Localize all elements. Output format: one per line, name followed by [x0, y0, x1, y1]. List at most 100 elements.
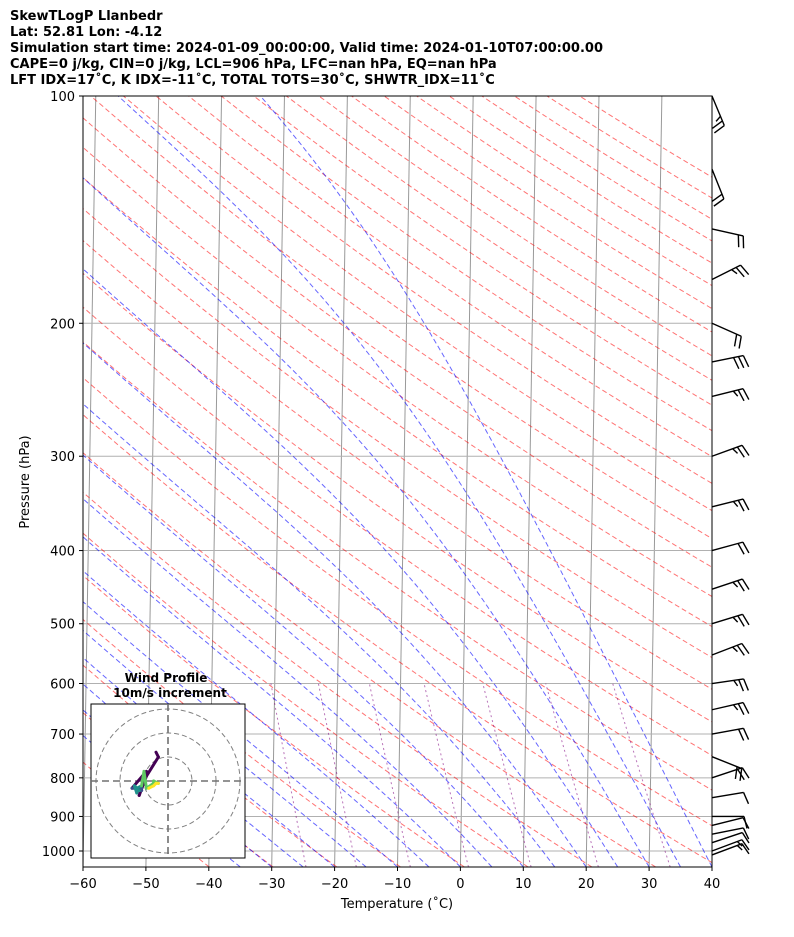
moist-adiabat	[83, 629, 367, 867]
wind-barb-950	[711, 827, 750, 840]
barb-feather	[732, 704, 739, 711]
isotherm	[585, 96, 600, 867]
ytick-label-600: 600	[50, 678, 75, 693]
xtick-label--20: −20	[321, 877, 348, 892]
wind-barb-1000	[711, 839, 750, 852]
moist-adiabat	[83, 177, 650, 867]
dry-adiabat	[83, 413, 712, 864]
moist-adiabat	[83, 498, 493, 867]
barb-shaft	[711, 642, 743, 656]
barb-shaft	[711, 678, 744, 685]
dry-adiabat	[448, 96, 712, 264]
barb-shaft	[711, 354, 744, 363]
mixing-ratio-line	[423, 683, 469, 867]
hodograph-segment	[142, 769, 148, 790]
moist-adiabat	[83, 601, 398, 867]
barb-shaft	[711, 168, 725, 200]
barb-feather	[733, 334, 738, 347]
wind-barb-700	[711, 727, 750, 741]
isotherm	[83, 96, 97, 867]
dry-adiabat	[253, 96, 712, 406]
isotherm	[271, 96, 285, 867]
barb-shaft	[711, 264, 741, 281]
ytick-label-300: 300	[50, 450, 75, 465]
barb-feather	[742, 792, 750, 805]
mixing-ratio-line	[317, 683, 357, 867]
wind-barb-250	[711, 388, 750, 402]
dry-adiabat	[83, 377, 712, 827]
dry-adiabat	[514, 96, 712, 220]
ytick-label-1000: 1000	[42, 845, 75, 860]
barb-feather	[737, 580, 745, 592]
barb-feather	[732, 581, 739, 588]
barb-feather	[713, 124, 725, 134]
hodograph-title: Wind Profile	[125, 671, 208, 685]
barb-feather	[742, 388, 750, 400]
barb-feather	[737, 615, 745, 627]
dry-adiabat	[83, 618, 401, 867]
dry-adiabat	[83, 117, 712, 568]
wind-barb-400	[711, 541, 750, 555]
barb-feather	[712, 120, 723, 129]
ytick-label-100: 100	[50, 90, 75, 105]
barb-feather	[738, 336, 742, 349]
xtick-label--30: −30	[258, 877, 285, 892]
dry-adiabat	[83, 664, 338, 867]
barb-feather	[741, 613, 750, 626]
moist-adiabat	[83, 403, 556, 867]
wind-barb-550	[711, 642, 750, 656]
barb-feather	[736, 446, 745, 458]
dry-adiabat	[286, 96, 712, 381]
isotherm	[522, 96, 537, 867]
xtick-label-10: 10	[515, 877, 532, 892]
wind-barb-650	[711, 701, 750, 716]
barb-feather	[711, 193, 723, 203]
wind-barb-200	[711, 322, 742, 349]
wind-barb-225	[711, 354, 750, 370]
time-line: Simulation start time: 2024-01-09_00:00:…	[10, 41, 603, 56]
barb-shaft	[711, 816, 744, 827]
isotherm	[334, 96, 348, 867]
y-axis-label: Pressure (hPa)	[18, 435, 33, 528]
barb-feather	[738, 679, 745, 692]
dry-adiabat	[83, 341, 712, 791]
wind-barb-175	[711, 264, 750, 281]
barb-feather	[734, 766, 738, 780]
wind-barbs	[711, 95, 750, 856]
mixing-ratio-line	[482, 683, 532, 867]
barb-feather	[737, 389, 745, 402]
ytick-label-800: 800	[50, 772, 75, 787]
barb-shaft	[711, 541, 744, 552]
wind-barb-350	[711, 498, 750, 512]
barb-feather	[736, 841, 743, 847]
dry-adiabat	[90, 96, 712, 540]
barb-shaft	[711, 756, 742, 770]
hodograph: Wind Profile 10m/s increment	[90, 671, 246, 859]
barb-feather	[741, 643, 750, 655]
barb-feather	[736, 844, 743, 851]
barb-feather	[715, 115, 721, 122]
wind-barb-100	[711, 95, 725, 134]
temperature-ticks: −60 −50 −40 −30 −20 −10 0 10 20 30 40	[69, 867, 720, 892]
barb-feather	[741, 832, 750, 844]
barb-shaft	[711, 498, 744, 508]
barb-feather	[741, 767, 750, 779]
mixing-ratio-line	[368, 683, 411, 867]
pressure-ticks: 1000 900 800 700 600 500 400 300 200 100	[42, 90, 83, 860]
barb-feather	[740, 264, 750, 276]
wind-barb-850	[711, 791, 750, 805]
barb-shaft	[711, 727, 744, 735]
barb-feather	[713, 198, 725, 207]
wind-barb-150	[711, 228, 745, 249]
barb-feather	[742, 728, 750, 740]
isotherm-lines	[83, 96, 712, 867]
wind-barb-750	[711, 756, 743, 781]
barb-feather	[741, 578, 750, 590]
barb-feather	[743, 816, 748, 829]
location-line: Lat: 52.81 Lon: -4.12	[10, 25, 163, 40]
dry-adiabat	[416, 96, 712, 287]
wind-barb-800	[711, 767, 750, 781]
barb-shaft	[711, 701, 744, 711]
wind-barb-300	[711, 444, 750, 458]
